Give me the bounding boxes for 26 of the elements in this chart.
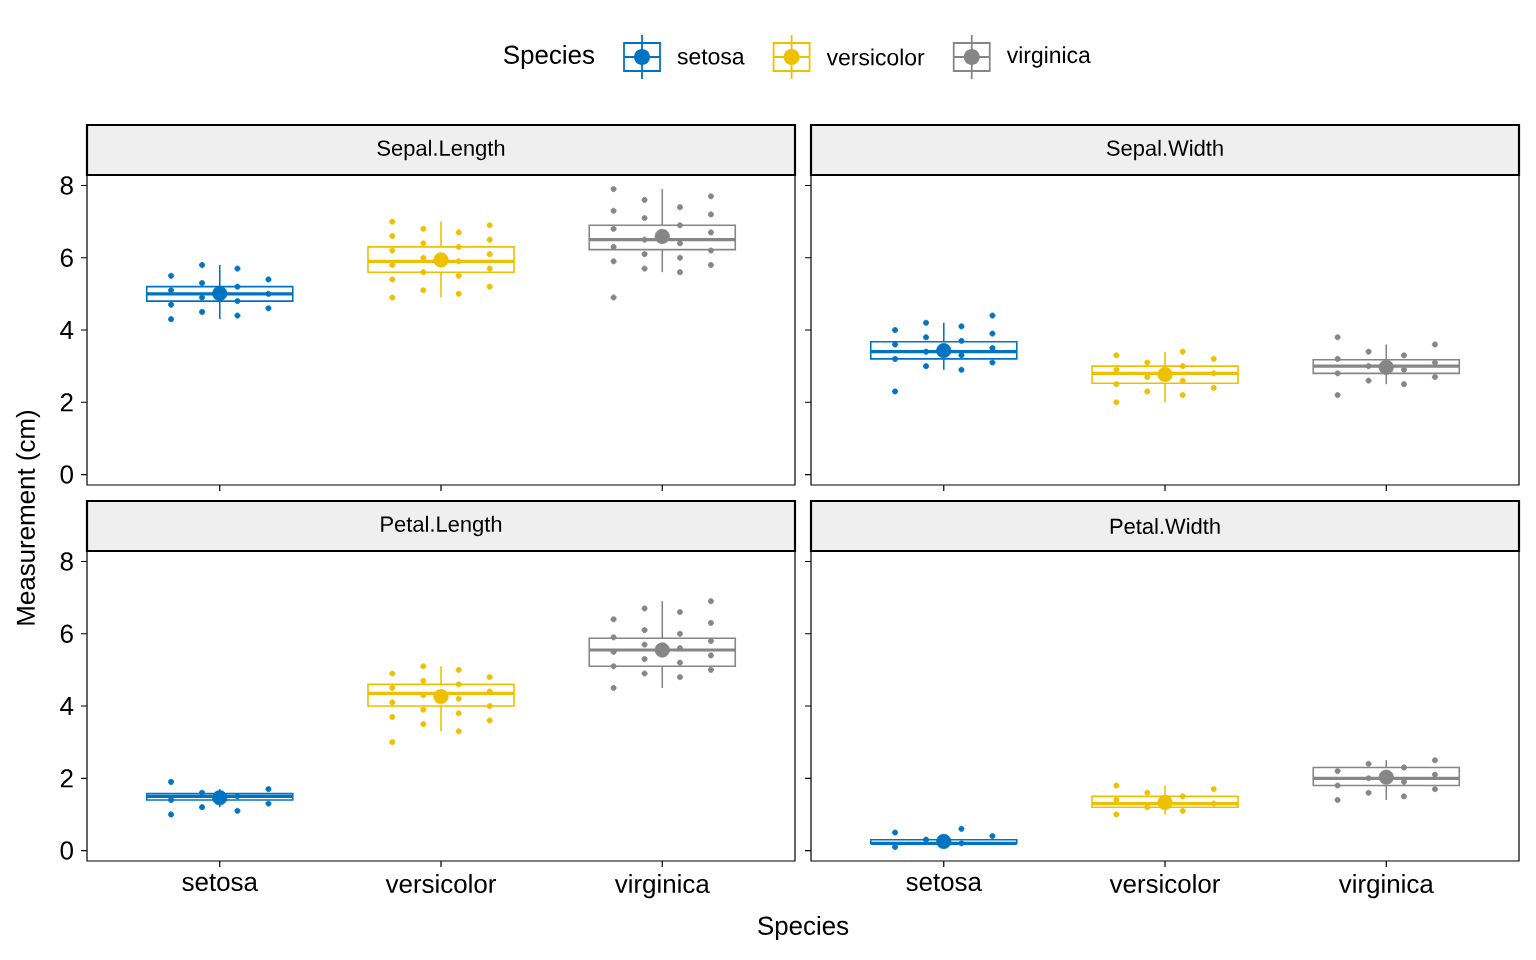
- y-tick-label: 0: [60, 841, 73, 860]
- legend-label: setosa: [677, 49, 745, 65]
- chart-title: Petal.Length: [381, 515, 502, 537]
- x-tick-label: versicolor: [1109, 874, 1220, 894]
- chart-title: Sepal.Length: [377, 139, 505, 161]
- y-tick-label: 4: [60, 697, 74, 715]
- x-tick-label: setosa: [182, 874, 258, 892]
- chart-title: Petal.Width: [1110, 517, 1220, 535]
- y-tick-label: 4: [60, 321, 74, 339]
- y-tick-label: 0: [60, 465, 73, 484]
- x-axis-title: Species: [758, 915, 849, 941]
- x-tick-label: setosa: [906, 874, 982, 892]
- legend-label: versicolor: [826, 48, 925, 66]
- y-tick-label: 2: [60, 769, 73, 788]
- y-tick-label: 2: [60, 393, 73, 412]
- y-tick-label: 6: [60, 248, 73, 267]
- x-tick-label: versicolor: [385, 874, 496, 894]
- y-tick-label: 6: [60, 624, 73, 643]
- y-tick-label: 8: [60, 552, 73, 571]
- x-tick-label: virginica: [614, 874, 710, 899]
- y-axis-title: Measurement (cm): [15, 410, 41, 625]
- legend-label: virginica: [1006, 46, 1091, 68]
- y-tick-label: 8: [60, 176, 73, 195]
- x-tick-label: virginica: [1338, 874, 1434, 899]
- legend-title: Species: [504, 44, 595, 70]
- chart-title: Sepal.Width: [1106, 139, 1223, 161]
